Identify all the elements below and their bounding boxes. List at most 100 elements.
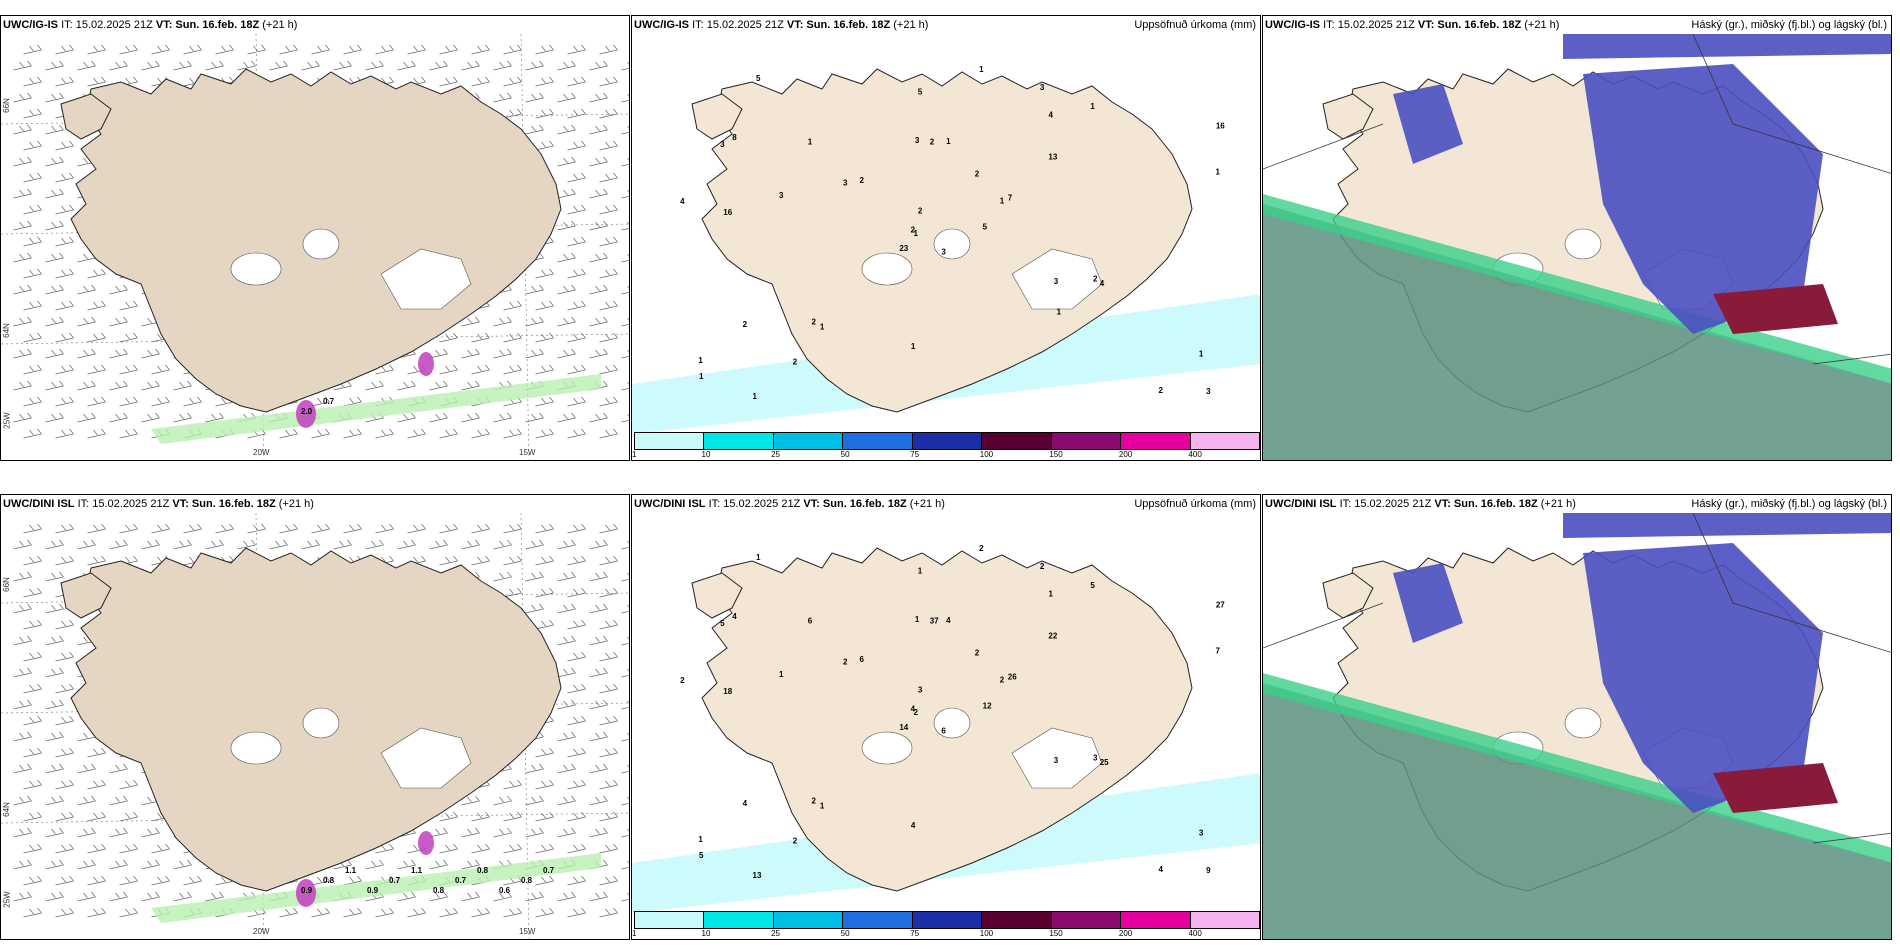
- colorbar-segment: [773, 433, 844, 449]
- gust-max-area: [418, 831, 434, 855]
- wind-barb: [621, 93, 629, 103]
- wind-barb: [589, 348, 608, 359]
- wind-barb: [429, 60, 448, 71]
- westfjords-landmass: [1322, 93, 1374, 140]
- wind-barb: [397, 380, 416, 391]
- wind-barb: [567, 172, 586, 183]
- precip-value-label: 2: [860, 176, 865, 185]
- wind-barb: [557, 667, 576, 678]
- wind-barb: [311, 44, 330, 55]
- precip-value-label: 1: [1199, 350, 1204, 359]
- wind-barb: [557, 891, 576, 902]
- wind-barb: [205, 60, 224, 71]
- wind-barb: [301, 60, 320, 71]
- wind-barb: [109, 380, 128, 391]
- wind-barb: [205, 412, 224, 423]
- wind-barb: [621, 125, 629, 135]
- wind-barb: [599, 779, 618, 790]
- colorbar-tick-label: 50: [840, 450, 850, 459]
- wind-barb: [567, 108, 586, 119]
- wind-barb: [599, 907, 618, 918]
- wind-barb: [621, 381, 629, 391]
- wind-barb: [55, 843, 74, 854]
- low-cloud-area: [1713, 284, 1838, 334]
- colorbar-tick-label: 150: [1049, 929, 1063, 938]
- wind-barb: [183, 523, 202, 534]
- wind-barb: [493, 60, 512, 71]
- wind-barb: [439, 907, 458, 918]
- wind-barb: [461, 348, 480, 359]
- wind-barb: [23, 843, 42, 854]
- wind-barb: [599, 651, 618, 662]
- wind-barb: [557, 124, 576, 135]
- wind-barb: [77, 380, 96, 391]
- wind-barb: [397, 412, 416, 423]
- wind-value-label: 0.8: [433, 886, 445, 895]
- colorbar-segment: [635, 433, 705, 449]
- wind-barb: [493, 827, 512, 838]
- wind-barb: [55, 747, 74, 758]
- wind-barb: [599, 204, 618, 215]
- wind-barb: [119, 811, 138, 822]
- wind-barb: [599, 683, 618, 694]
- wind-barb: [45, 92, 64, 103]
- wind-barb: [599, 364, 618, 375]
- mid-cloud-area: [1563, 34, 1891, 59]
- wind-barb: [109, 859, 128, 870]
- precip-value-label: 1: [779, 670, 784, 679]
- wind-barb: [343, 44, 362, 55]
- wind-barb: [77, 316, 96, 327]
- wind-barb: [119, 907, 138, 918]
- precip-value-label: 4: [1100, 279, 1105, 288]
- wind-barb: [13, 731, 32, 742]
- lon-label-20w: 20W: [253, 448, 270, 457]
- wind-barb: [375, 843, 394, 854]
- precip-value-label: 1: [1000, 197, 1005, 206]
- wind-value-label: 2.0: [301, 407, 313, 416]
- wind-barb: [535, 523, 554, 534]
- precip-value-label: 3: [941, 248, 946, 257]
- lat-label-64n: 64N: [1, 323, 11, 338]
- wind-barb: [109, 412, 128, 423]
- wind-barb: [439, 76, 458, 87]
- wind-barb: [429, 859, 448, 870]
- cloud-cover: [1263, 34, 1891, 460]
- wind-barb: [109, 348, 128, 359]
- colorbar-segment: [1190, 433, 1259, 449]
- wind-barb: [429, 891, 448, 902]
- precip-value-label: 4: [1048, 111, 1053, 120]
- precip-value-label: 1: [913, 229, 918, 238]
- wind-barb: [45, 412, 64, 423]
- precip-value-label: 2: [1040, 562, 1045, 571]
- wind-barb: [87, 875, 106, 886]
- wind-barb: [535, 76, 554, 87]
- wind-barb: [375, 364, 394, 375]
- colorbar-segment: [1051, 912, 1122, 928]
- wind-barb: [439, 523, 458, 534]
- wind-barb: [45, 635, 64, 646]
- wind-barb: [557, 699, 576, 710]
- wind-barb: [55, 364, 74, 375]
- wind-barb: [589, 891, 608, 902]
- wind-barb: [13, 891, 32, 902]
- colorbar-tick-label: 50: [840, 929, 850, 938]
- wind-barb: [557, 795, 576, 806]
- colorbar-tick-label: 100: [979, 450, 994, 459]
- precip-value-label: 2: [1093, 275, 1098, 284]
- wind-barb: [173, 412, 192, 423]
- glacier: [1564, 707, 1602, 739]
- wind-barb: [173, 891, 192, 902]
- wind-barb: [621, 604, 629, 614]
- wind-barb: [13, 603, 32, 614]
- wind-barb: [525, 763, 544, 774]
- wind-barb: [77, 859, 96, 870]
- precip-value-label: 7: [1008, 194, 1013, 203]
- precip-value-label: 4: [732, 612, 737, 621]
- colorbar-tick-label: 10: [701, 929, 711, 938]
- precip-value-labels: 3311113145531616231313222122748543121211…: [680, 65, 1225, 401]
- wind-barb: [141, 539, 160, 550]
- wind-barb: [621, 636, 629, 646]
- wind-barb: [599, 108, 618, 119]
- glacier: [380, 727, 472, 789]
- wind-barb: [567, 268, 586, 279]
